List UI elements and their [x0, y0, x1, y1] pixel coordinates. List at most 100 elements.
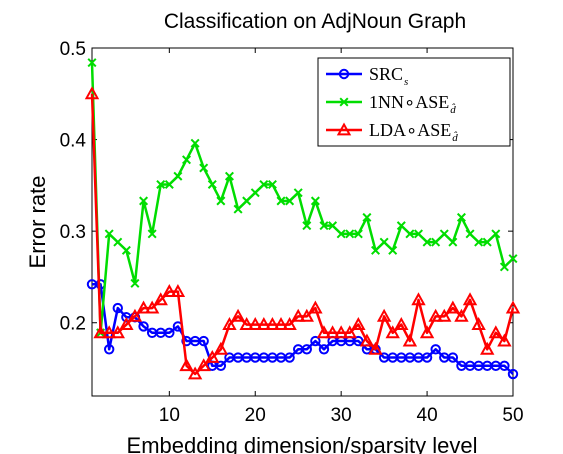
legend-entry: SRC s [326, 64, 408, 88]
data-point [267, 179, 277, 189]
data-point [411, 292, 426, 306]
data-point [319, 221, 329, 231]
data-point [308, 300, 323, 314]
data-point [242, 196, 252, 206]
legend-subscript: s [404, 76, 408, 88]
x-tick-label: 10 [159, 405, 180, 426]
legend-marker [338, 68, 350, 80]
legend-entry: LDA∘ASE d̂ [326, 120, 458, 144]
data-point [87, 58, 97, 68]
data-point [285, 196, 295, 206]
chart-title: Classification on AdjNoun Graph [164, 10, 466, 33]
data-point [101, 325, 117, 339]
data-point [499, 262, 509, 272]
data-point [507, 368, 519, 380]
x-axis-label: Embedding dimension/sparsity level [127, 433, 478, 454]
data-point [413, 229, 423, 239]
data-point [379, 237, 389, 247]
y-axis-label: Error rate [25, 176, 50, 269]
data-point [474, 237, 484, 247]
data-point [207, 179, 217, 189]
data-point [448, 237, 458, 247]
data-point [325, 325, 340, 339]
data-point [508, 254, 518, 264]
data-point [259, 179, 269, 189]
series-1nn-ase [87, 58, 518, 338]
data-point [239, 317, 254, 330]
x-tick-label: 20 [245, 405, 266, 426]
data-point [353, 229, 363, 239]
legend-subscript: d̂ [450, 103, 456, 116]
data-point [110, 325, 125, 339]
data-point [130, 278, 140, 288]
data-point [199, 163, 209, 173]
y-tick-label: 0.2 [60, 314, 86, 335]
legend-subscript: d̂ [452, 131, 458, 144]
data-point [336, 229, 346, 239]
data-point [138, 321, 149, 332]
data-point [136, 300, 151, 314]
legend-marker [339, 97, 349, 107]
data-point [482, 237, 492, 247]
data-point [164, 327, 175, 339]
data-point [164, 179, 174, 189]
data-point [190, 138, 200, 148]
x-axis: 10 20 30 40 50 [159, 48, 524, 426]
data-point [310, 196, 320, 206]
data-point [488, 325, 504, 339]
data-point [318, 344, 330, 355]
y-tick-label: 0.5 [60, 39, 86, 60]
legend-entry: 1NN∘ASE d̂ [326, 92, 456, 116]
data-point [248, 317, 263, 330]
data-point [127, 308, 143, 322]
data-point [376, 308, 392, 322]
data-point [233, 204, 243, 214]
data-point [230, 308, 246, 322]
series-layer [84, 58, 521, 380]
data-point [497, 333, 512, 347]
data-point [310, 335, 321, 347]
data-point [351, 317, 366, 330]
data-point [462, 292, 478, 306]
data-point [250, 188, 260, 198]
data-point [284, 352, 295, 363]
data-point [222, 317, 237, 330]
data-point [170, 284, 186, 297]
data-point [456, 212, 466, 222]
data-point [302, 221, 312, 231]
data-point [265, 317, 280, 330]
data-point [385, 325, 400, 339]
x-tick-label: 40 [417, 405, 438, 426]
data-point [299, 308, 314, 322]
legend: SRC s 1NN∘ASE d̂ LDA∘ASE d̂ [317, 57, 511, 147]
data-point [179, 358, 194, 372]
data-point [173, 171, 183, 181]
y-tick-label: 0.3 [60, 222, 86, 243]
data-point [144, 300, 160, 314]
data-point [273, 317, 289, 330]
data-point [428, 308, 443, 322]
data-point [121, 245, 131, 255]
data-point [328, 221, 338, 231]
data-point [213, 341, 229, 355]
data-point [333, 325, 349, 339]
data-point [182, 155, 192, 165]
data-point [276, 196, 286, 206]
data-point [104, 229, 114, 239]
data-point [342, 325, 357, 339]
data-point [396, 221, 406, 231]
data-point [345, 229, 355, 239]
data-point [139, 196, 149, 206]
data-point [388, 245, 398, 255]
data-point [84, 86, 100, 100]
x-tick-label: 50 [502, 405, 523, 426]
y-tick-label: 0.4 [60, 131, 87, 152]
data-point [445, 300, 461, 314]
data-point [447, 352, 459, 363]
data-point [93, 325, 108, 339]
data-point [112, 302, 123, 314]
data-point [421, 352, 433, 363]
data-point [187, 366, 203, 380]
data-point [437, 308, 452, 322]
